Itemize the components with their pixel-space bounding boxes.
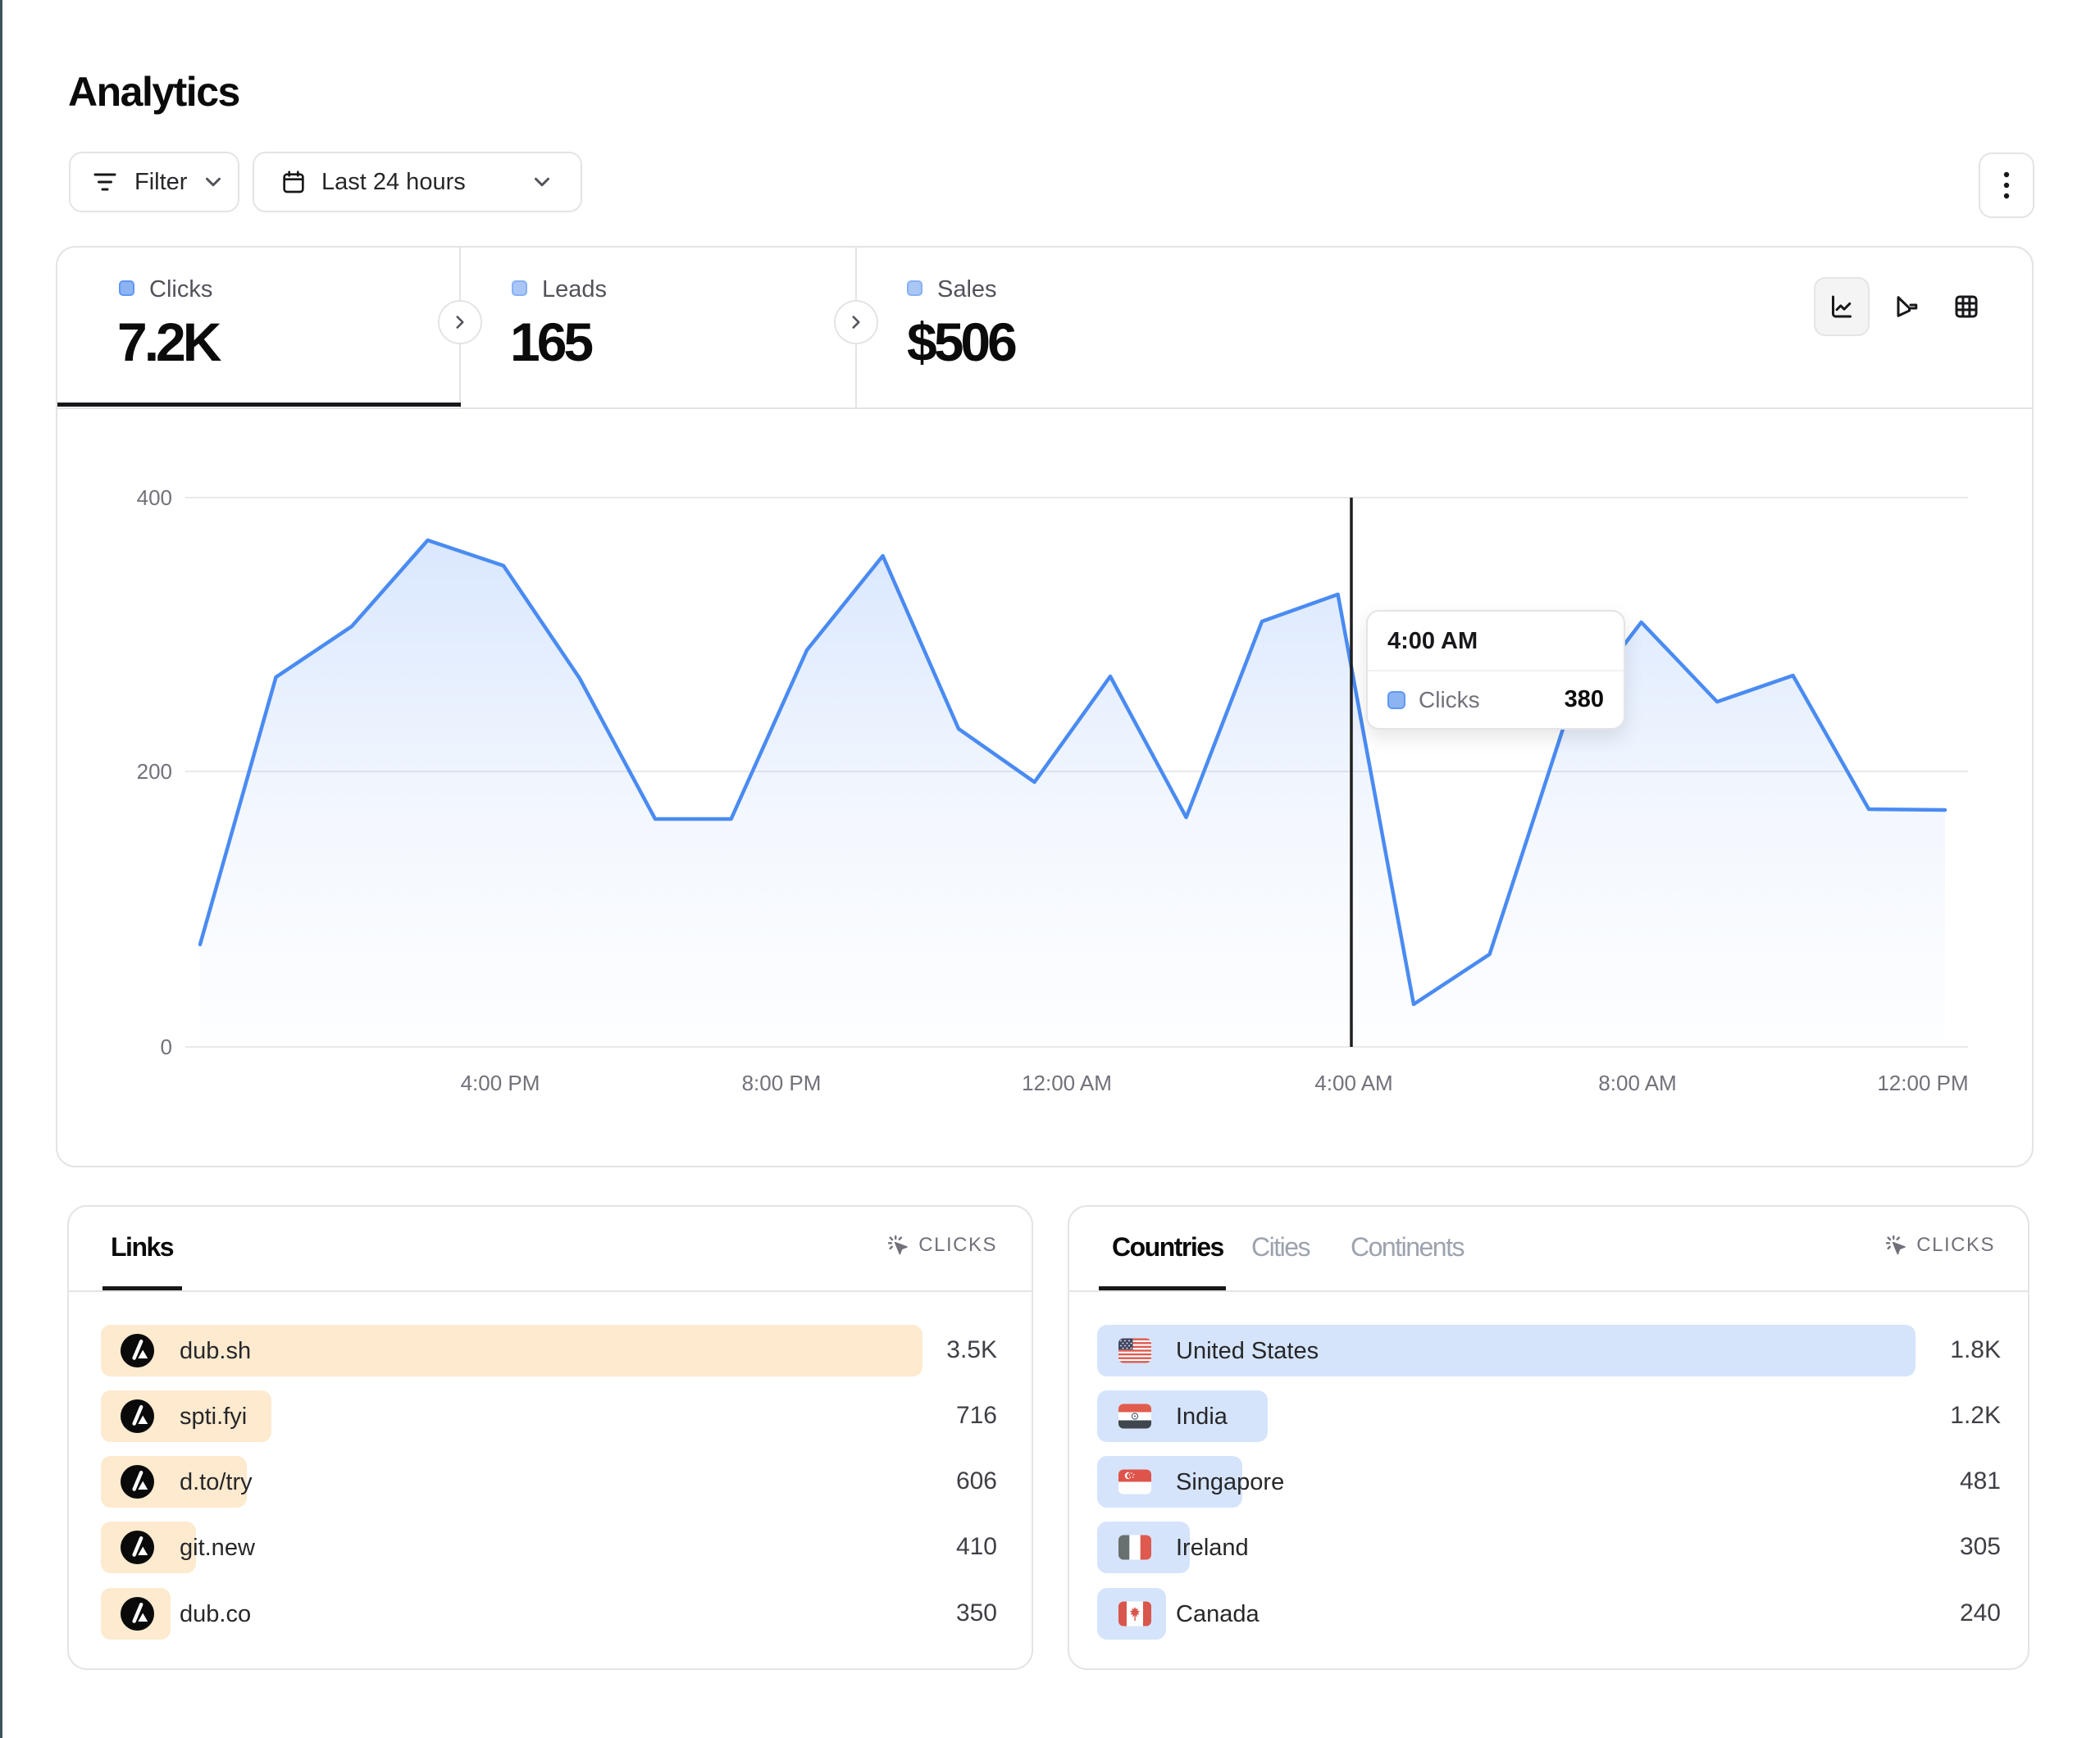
svg-text:12:00 PM: 12:00 PM	[1877, 1071, 1968, 1095]
svg-text:0: 0	[161, 1035, 172, 1059]
svg-text:8:00 PM: 8:00 PM	[742, 1071, 822, 1095]
svg-text:8:00 AM: 8:00 AM	[1598, 1071, 1676, 1095]
svg-text:12:00 AM: 12:00 AM	[1022, 1071, 1112, 1095]
svg-text:4:00 AM: 4:00 AM	[1314, 1071, 1392, 1095]
svg-text:4:00 PM: 4:00 PM	[461, 1071, 540, 1095]
svg-text:200: 200	[137, 759, 172, 784]
svg-text:400: 400	[137, 485, 172, 510]
